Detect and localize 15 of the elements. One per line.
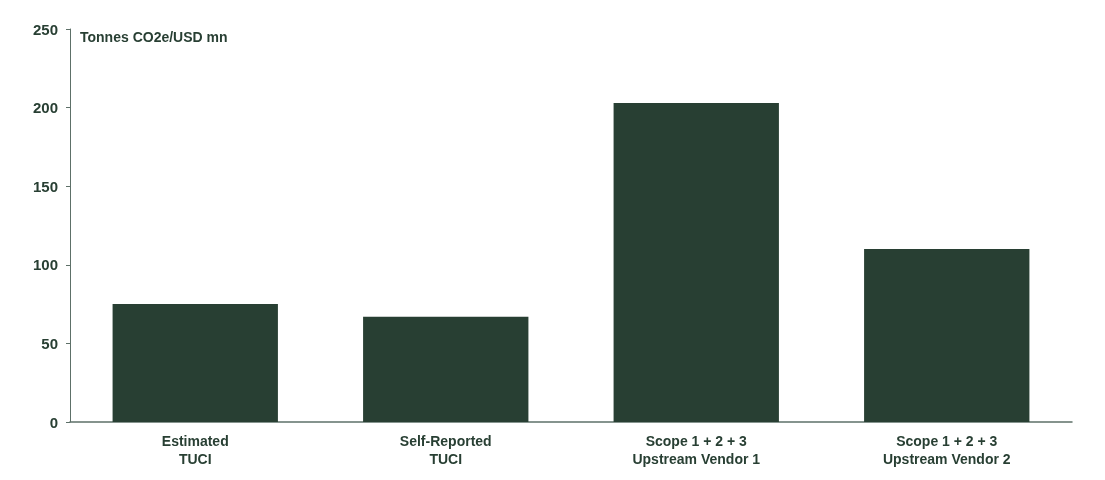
y-tick-label: 0 bbox=[49, 413, 58, 431]
x-tick-label: Scope 1 + 2 + 3 Upstream Vendor 2 bbox=[882, 433, 1011, 467]
y-tick-label: 250 bbox=[32, 20, 58, 38]
x-tick-label: Scope 1 + 2 + 3 Upstream Vendor 1 bbox=[632, 433, 761, 467]
x-tick-label: Estimated TUCI bbox=[161, 433, 229, 467]
bar bbox=[864, 249, 1030, 422]
bar bbox=[363, 316, 529, 422]
y-axis-title: Tonnes CO2e/USD mn bbox=[80, 29, 228, 45]
bar bbox=[613, 102, 779, 422]
y-tick-label: 100 bbox=[32, 256, 58, 274]
y-tick-label: 50 bbox=[41, 334, 58, 352]
y-tick-label: 150 bbox=[32, 177, 58, 195]
x-tick-label: Self-Reported TUCI bbox=[399, 433, 492, 467]
y-tick-label: 200 bbox=[32, 99, 58, 117]
bar bbox=[112, 304, 278, 422]
